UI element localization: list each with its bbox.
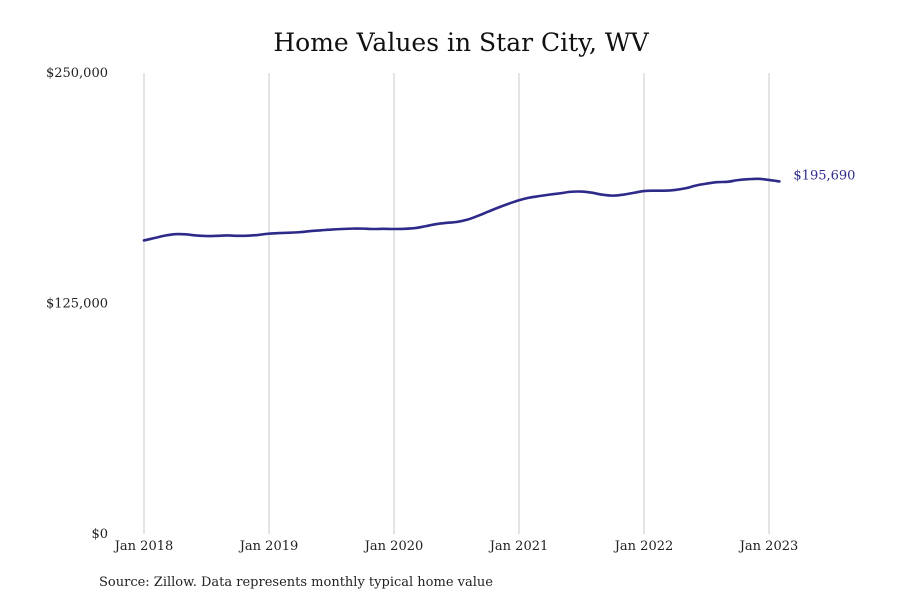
- chart-title: Home Values in Star City, WV: [273, 28, 649, 57]
- y-tick-label: $250,000: [46, 66, 108, 81]
- series-layer: [142, 177, 781, 242]
- x-tick-label: Jan 2018: [113, 539, 174, 554]
- x-tick-label: Jan 2023: [738, 539, 799, 554]
- x-tick-label: Jan 2021: [488, 539, 549, 554]
- data-label-layer: $195,690: [793, 168, 855, 183]
- source-note: Source: Zillow. Data represents monthly …: [99, 575, 493, 590]
- y-tick-label: $125,000: [46, 297, 108, 312]
- x-axis-ticks: Jan 2018 Jan 2019 Jan 2020 Jan 2021 Jan 2022…: [113, 539, 799, 554]
- y-axis-ticks: $0 $125,000 $250,000: [46, 66, 108, 542]
- series-line-home-value: [142, 177, 781, 242]
- x-tick-label: Jan 2020: [363, 539, 424, 554]
- x-gridlines: [143, 73, 770, 534]
- x-tick-label: Jan 2022: [613, 539, 674, 554]
- y-tick-label: $0: [91, 527, 108, 542]
- x-tick-label: Jan 2019: [238, 539, 299, 554]
- end-value-label: $195,690: [793, 168, 855, 183]
